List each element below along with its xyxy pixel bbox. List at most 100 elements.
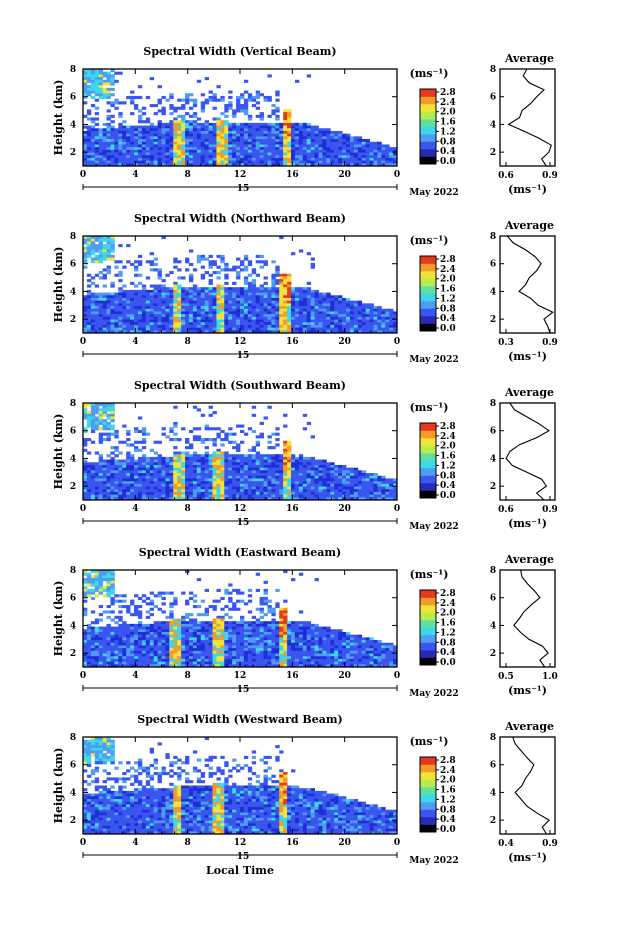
heatmap-cell — [204, 308, 210, 312]
heatmap-cell — [369, 322, 374, 326]
heatmap-cell — [200, 125, 206, 129]
heatmap-cell — [318, 130, 323, 135]
heatmap-cell — [141, 427, 147, 431]
heatmap-cell — [94, 155, 100, 159]
date-label: May 2022 — [409, 188, 458, 198]
panel-title: Spectral Width (Southward Beam) — [134, 379, 346, 392]
heatmap-cell — [330, 478, 335, 482]
heatmap-cell — [228, 316, 233, 320]
heatmap-cell — [373, 149, 378, 153]
heatmap-cell — [118, 489, 123, 493]
heatmap-cell — [243, 470, 249, 474]
heatmap-cell — [153, 481, 158, 485]
heatmap-cell — [173, 292, 178, 296]
heatmap-cell — [98, 613, 104, 617]
heatmap-cell — [302, 136, 308, 140]
heatmap-cell — [98, 257, 104, 261]
heatmap-cell — [204, 470, 210, 474]
heatmap-cell — [185, 491, 190, 496]
heatmap-cell — [145, 478, 151, 482]
heatmap-cell — [349, 155, 355, 159]
heatmap-cell — [83, 87, 88, 91]
heatmap-cell — [188, 114, 194, 118]
heatmap-cell — [334, 130, 339, 135]
heatmap-cell — [236, 464, 241, 469]
heatmap-cell — [342, 467, 347, 471]
heatmap-cell — [393, 160, 398, 164]
heatmap-cell — [196, 408, 202, 412]
heatmap-cell — [357, 163, 363, 167]
heatmap-cell — [228, 324, 233, 329]
heatmap-cell — [208, 152, 213, 156]
heatmap-cell — [130, 90, 135, 94]
heatmap-cell — [275, 467, 280, 471]
heatmap-cell — [98, 645, 104, 649]
heatmap-cell — [267, 125, 272, 129]
heatmap-cell — [126, 157, 131, 162]
heatmap-cell — [228, 160, 233, 164]
heatmap-cell — [302, 157, 308, 162]
heatmap-cell — [86, 324, 92, 329]
heatmap-cell — [106, 314, 111, 318]
heatmap-cell — [130, 152, 135, 156]
heatmap-cell — [94, 645, 100, 649]
heatmap-cell — [145, 308, 151, 312]
heatmap-cell — [141, 155, 147, 159]
heatmap-cell — [110, 650, 115, 654]
heatmap-cell — [216, 98, 221, 102]
heatmap-cell — [267, 292, 272, 296]
heatmap-cell — [220, 494, 225, 498]
heatmap-cell — [240, 316, 245, 320]
heatmap-cell — [102, 626, 107, 630]
heatmap-cell — [106, 462, 111, 466]
heatmap-cell — [122, 322, 127, 326]
heatmap-cell — [291, 139, 296, 143]
heatmap-cell — [188, 303, 194, 307]
heatmap-cell — [302, 456, 308, 460]
heatmap-cell — [255, 139, 261, 143]
heatmap-cell — [349, 160, 355, 164]
heatmap-cell — [247, 464, 253, 469]
heatmap-cell — [318, 470, 323, 474]
colorbar-swatch — [420, 96, 436, 105]
heatmap-cell — [149, 292, 155, 296]
heatmap-cell — [98, 634, 104, 638]
heatmap-cell — [145, 456, 151, 460]
heatmap-cell — [208, 98, 213, 102]
heatmap-cell — [283, 311, 288, 315]
heatmap-cell — [181, 319, 186, 323]
heatmap-cell — [369, 314, 374, 318]
heatmap-cell — [361, 327, 367, 331]
heatmap-cell — [106, 403, 111, 407]
heatmap-cell — [90, 163, 96, 167]
heatmap-cell — [110, 618, 115, 622]
heatmap-cell — [228, 427, 233, 431]
heatmap-cell — [247, 327, 253, 331]
heatmap-cell — [330, 311, 335, 315]
heatmap-cell — [141, 139, 147, 143]
y-axis-label: Height (km) — [52, 414, 65, 490]
heatmap-cell — [90, 314, 96, 318]
heatmap-cell — [161, 295, 166, 299]
heatmap-cell — [83, 478, 88, 482]
heatmap-cell — [86, 322, 92, 326]
heatmap-cell — [365, 147, 370, 151]
heatmap-cell — [145, 327, 151, 331]
heatmap-cell — [314, 160, 319, 164]
heatmap-cell — [283, 473, 288, 477]
heatmap-cell — [247, 462, 253, 466]
heatmap-cell — [98, 139, 104, 143]
heatmap-cell — [192, 330, 198, 334]
heatmap-cell — [220, 470, 225, 474]
heatmap-cell — [173, 462, 178, 466]
heatmap-cell — [145, 117, 151, 121]
heatmap-cell — [90, 133, 96, 137]
heatmap-cell — [177, 120, 182, 124]
heatmap-cell — [145, 473, 151, 477]
heatmap-cell — [279, 456, 284, 460]
heatmap-cell — [165, 160, 170, 164]
heatmap-cell — [114, 303, 119, 307]
colorbar-tick-label: 1.6 — [440, 452, 456, 462]
heatmap-cell — [169, 470, 174, 474]
heatmap-cell — [106, 322, 111, 326]
